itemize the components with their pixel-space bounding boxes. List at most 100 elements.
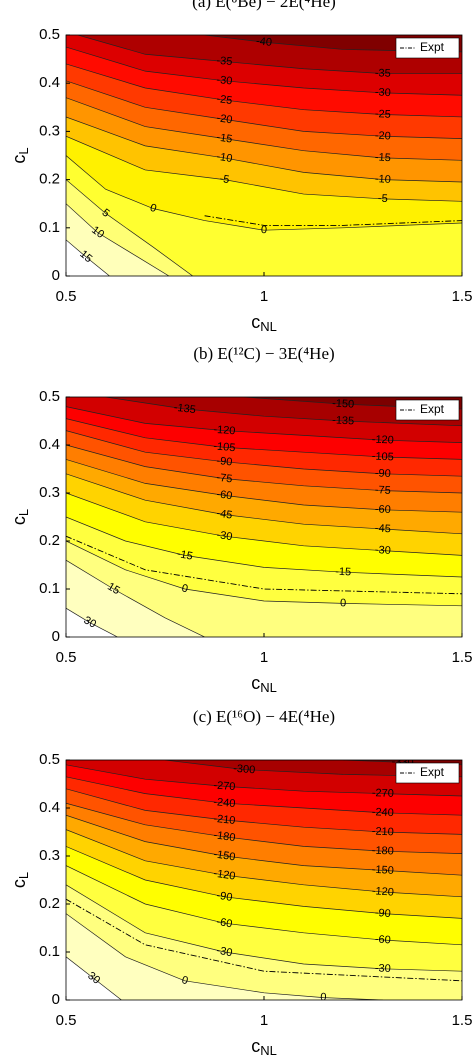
contour-line: [66, 788, 462, 835]
contour-label: -30: [375, 962, 391, 975]
expt-line: [204, 215, 462, 226]
legend-label: Expt: [420, 402, 445, 416]
y-tick-label: 0.4: [39, 74, 60, 91]
contour-line: [66, 956, 122, 1000]
x-axis-label: cNL: [251, 312, 277, 335]
x-tick-label: 0.5: [56, 649, 77, 666]
x-tick-label: 1.5: [452, 649, 473, 666]
x-label-base: c: [251, 312, 260, 332]
contour-label: 0: [181, 582, 190, 595]
contour-label: -270: [213, 779, 236, 793]
contour-label: 30: [85, 970, 102, 987]
contour-label: 15: [105, 581, 122, 598]
contour-line: [66, 155, 462, 231]
contour-label: -120: [372, 434, 395, 447]
y-tick-label: 0.2: [39, 895, 60, 912]
contour-label: -150: [332, 398, 355, 411]
contour-label: -10: [216, 151, 234, 165]
contour-label: -60: [216, 488, 233, 502]
contour-label: 0: [180, 974, 189, 987]
y-tick-label: 0.5: [39, 751, 60, 768]
x-label-base: c: [251, 673, 260, 693]
contour-line: [66, 97, 462, 161]
contour-band: [165, 760, 462, 777]
contour-label: -120: [213, 868, 237, 883]
panel-title: (b) E(¹²C) − 3E(⁴He): [193, 344, 334, 363]
contour-line: [66, 802, 462, 854]
contour-label: -30: [215, 944, 233, 959]
y-tick-label: 0.3: [39, 847, 60, 864]
contour-line: [66, 913, 383, 1000]
y-tick-label: 0.1: [39, 219, 60, 236]
contour-label: -105: [213, 440, 236, 454]
x-tick-label: 1: [260, 649, 268, 666]
contour-line: [66, 764, 462, 797]
contour-line: [66, 865, 462, 946]
contour-line: [66, 540, 462, 607]
contour-line: [66, 829, 462, 898]
contour-label: -45: [216, 507, 234, 521]
x-axis-label: cNL: [251, 1036, 277, 1059]
contour-label: -5: [378, 193, 388, 205]
contour-label: -210: [213, 813, 236, 827]
y-tick-label: 0.3: [39, 484, 60, 501]
contour-label: -30: [375, 544, 392, 557]
contour-line: [66, 776, 462, 816]
legend-box: [395, 762, 460, 784]
contour-line: [66, 814, 462, 876]
contour-line: [66, 63, 462, 118]
y-tick-label: 0: [52, 267, 60, 284]
contour-label: -120: [213, 424, 236, 438]
y-tick-label: 0: [52, 991, 60, 1008]
y-tick-label: 0: [52, 628, 60, 645]
contour-label: -45: [375, 522, 392, 535]
contour-label: -210: [372, 825, 395, 838]
contour-line: [66, 444, 462, 494]
contour-label: 0: [148, 202, 157, 215]
y-axis-label: cL: [9, 509, 32, 525]
y-axis-label: cL: [9, 147, 32, 163]
contour-label: -15: [176, 548, 194, 563]
y-label-base: c: [9, 879, 29, 888]
contour-label: 0: [261, 224, 268, 236]
expt-line: [66, 898, 462, 982]
contour-label: -35: [216, 55, 233, 68]
contour-label: -35: [375, 67, 391, 79]
contour-label: -20: [216, 112, 234, 126]
contour-label: -90: [216, 455, 233, 469]
expt-line: [66, 535, 462, 595]
x-tick-label: 1: [260, 288, 268, 305]
contour-line: [66, 116, 462, 183]
x-tick-label: 0.5: [56, 1012, 77, 1029]
y-tick-label: 0.4: [39, 436, 60, 453]
contour-label: -135: [173, 402, 196, 417]
x-tick-label: 1: [260, 1012, 268, 1029]
panel: 30 0 0 -30 -30 -60 -60 -90 -90 -120 -120 -150 -150 -1…: [9, 707, 473, 1059]
contour-label: -25: [216, 93, 233, 107]
y-label-sub: L: [16, 872, 31, 879]
contour-line: [105, 397, 462, 427]
contour-label: -180: [372, 845, 395, 858]
y-axis-label: cL: [9, 872, 32, 888]
contour-line: [66, 884, 462, 972]
legend-box: [395, 37, 460, 59]
x-label-sub: NL: [260, 1043, 277, 1058]
contour-label: -30: [216, 529, 234, 543]
contour-line: [66, 492, 462, 556]
contour-line: [66, 430, 462, 477]
contour-line: [66, 179, 193, 276]
y-tick-label: 0.2: [39, 171, 60, 188]
y-label-base: c: [9, 155, 29, 164]
contour-line: [66, 846, 462, 919]
contour-line: [66, 607, 118, 637]
contour-label: -90: [216, 889, 234, 903]
y-tick-label: 0.4: [39, 799, 60, 816]
contour-line: [66, 406, 462, 443]
y-label-base: c: [9, 516, 29, 525]
contour-label: -5: [219, 173, 230, 186]
contour-label: 0: [320, 991, 327, 1003]
y-label-sub: L: [16, 147, 31, 154]
